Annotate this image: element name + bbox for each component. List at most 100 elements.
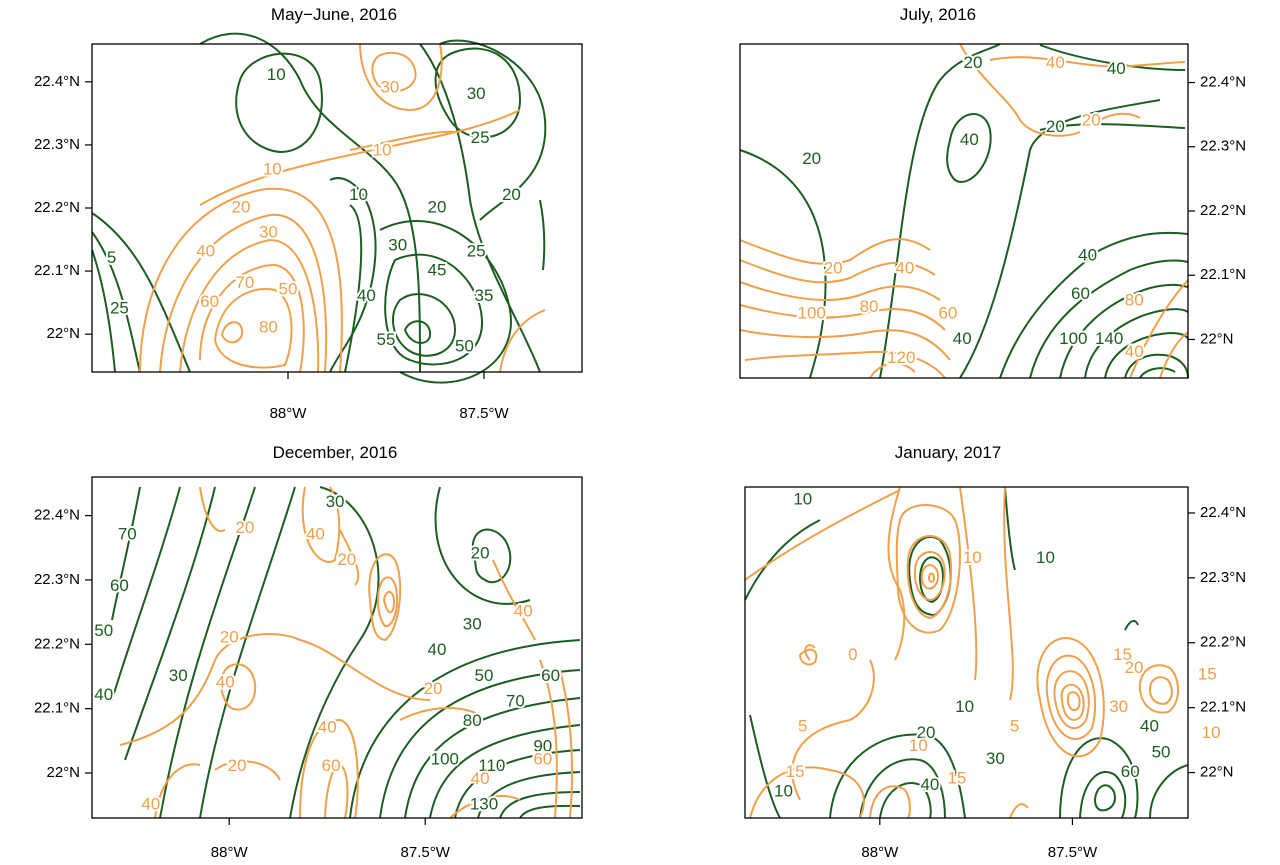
y-tick-label: 22.4°N bbox=[34, 507, 80, 524]
contour-label: 45 bbox=[427, 261, 446, 280]
orange-contours bbox=[119, 486, 573, 819]
contour-line bbox=[798, 648, 818, 666]
y-tick-label: 22.3°N bbox=[34, 571, 80, 588]
contour-line bbox=[1059, 737, 1139, 819]
contour-line bbox=[404, 697, 581, 819]
contour-line bbox=[739, 329, 951, 361]
contour-line bbox=[324, 763, 349, 819]
contour-label: 20 bbox=[471, 544, 490, 563]
orange-contours bbox=[744, 486, 1179, 819]
contour-line bbox=[349, 130, 461, 151]
contour-label: 40 bbox=[141, 795, 160, 814]
contour-line bbox=[139, 187, 343, 373]
contour-label: 20 bbox=[1125, 658, 1144, 677]
contour-line bbox=[739, 259, 936, 284]
contour-line bbox=[159, 486, 256, 819]
contour-label: 30 bbox=[169, 666, 188, 685]
contour-label: 20 bbox=[802, 149, 821, 168]
contour-label: 20 bbox=[424, 679, 443, 698]
panel-title: December, 2016 bbox=[273, 443, 398, 462]
contour-line bbox=[214, 760, 281, 781]
plot-frame bbox=[91, 43, 583, 373]
contour-line bbox=[1149, 764, 1189, 819]
x-tick-label: 87.5°W bbox=[401, 844, 451, 861]
orange-contours bbox=[139, 43, 546, 373]
contour-line bbox=[927, 572, 936, 583]
contour-label: 60 bbox=[110, 576, 129, 595]
contour-line bbox=[959, 99, 1161, 379]
contour-line bbox=[879, 782, 932, 819]
contour-label: 40 bbox=[196, 242, 215, 261]
contour-label: 40 bbox=[306, 524, 325, 543]
contour-line bbox=[179, 238, 320, 373]
contour-line bbox=[739, 238, 931, 265]
x-tick-label: 88°W bbox=[861, 844, 899, 861]
orange-contours bbox=[739, 43, 1189, 379]
contour-label: 5 bbox=[1010, 717, 1019, 736]
contour-line bbox=[384, 253, 484, 366]
y-tick-label: 22.2°N bbox=[34, 199, 80, 216]
contour-line bbox=[1139, 367, 1176, 379]
contour-line bbox=[749, 766, 865, 819]
contour-label: 80 bbox=[259, 317, 278, 336]
y-axis: 22.4°N 22.3°N 22.2°N 22.1°N 22°N bbox=[1188, 74, 1246, 347]
contour-line bbox=[199, 486, 296, 819]
contour-line bbox=[213, 288, 293, 369]
contour-line bbox=[434, 47, 522, 139]
contour-line bbox=[344, 204, 363, 373]
contour-line bbox=[1138, 664, 1179, 714]
contour-label: 10 bbox=[774, 782, 793, 801]
contour-line bbox=[559, 669, 573, 819]
y-tick-label: 22°N bbox=[46, 764, 80, 781]
contour-label: 40 bbox=[1125, 342, 1144, 361]
y-tick-label: 22°N bbox=[1200, 330, 1234, 347]
contour-label: 20 bbox=[235, 518, 254, 537]
contour-line bbox=[91, 249, 116, 373]
contour-label: 20 bbox=[502, 185, 521, 204]
contour-line bbox=[1059, 283, 1189, 379]
contour-line bbox=[1009, 803, 1029, 819]
contour-line bbox=[199, 32, 421, 373]
panel-december-2016: December, 2016 bbox=[34, 443, 583, 861]
contour-label: 60 bbox=[1121, 762, 1140, 781]
contour-line bbox=[879, 43, 1001, 379]
contour-label: 40 bbox=[357, 286, 376, 305]
contour-line bbox=[419, 43, 541, 373]
contour-label: 60 bbox=[200, 292, 219, 311]
contour-label: 15 bbox=[786, 762, 805, 781]
x-tick-label: 88°W bbox=[211, 844, 249, 861]
contour-line bbox=[199, 263, 305, 373]
contour-line bbox=[959, 43, 1081, 137]
contour-line bbox=[477, 771, 581, 819]
x-axis: 88°W 87.5°W bbox=[270, 372, 510, 422]
contour-label: 60 bbox=[533, 750, 552, 769]
contour-label: 10 bbox=[349, 185, 368, 204]
y-tick-label: 22.1°N bbox=[34, 262, 80, 279]
contour-line bbox=[804, 644, 816, 661]
contour-line bbox=[1093, 784, 1116, 812]
contour-line bbox=[1124, 619, 1139, 631]
contour-line bbox=[119, 633, 431, 746]
contour-line bbox=[1029, 259, 1189, 379]
contour-line bbox=[1079, 771, 1127, 819]
contour-line bbox=[1003, 486, 1014, 701]
contour-line bbox=[199, 109, 521, 206]
contour-label: 10 bbox=[267, 65, 286, 84]
contour-label: 10 bbox=[909, 736, 928, 755]
contour-label: 10 bbox=[263, 160, 282, 179]
x-tick-label: 87.5°W bbox=[1048, 844, 1098, 861]
green-contours bbox=[91, 32, 547, 384]
contour-line bbox=[887, 486, 906, 661]
contour-label: 40 bbox=[1107, 59, 1126, 78]
y-axis: 22.4°N 22.3°N 22.2°N 22.1°N 22°N bbox=[34, 507, 92, 781]
contour-label: 0 bbox=[848, 645, 857, 664]
contour-label: 120 bbox=[887, 348, 915, 367]
contour-label: 20 bbox=[220, 627, 239, 646]
y-tick-label: 22.3°N bbox=[1200, 138, 1246, 155]
contour-line bbox=[744, 489, 901, 581]
contour-line bbox=[959, 486, 978, 681]
contour-label: 55 bbox=[377, 330, 396, 349]
